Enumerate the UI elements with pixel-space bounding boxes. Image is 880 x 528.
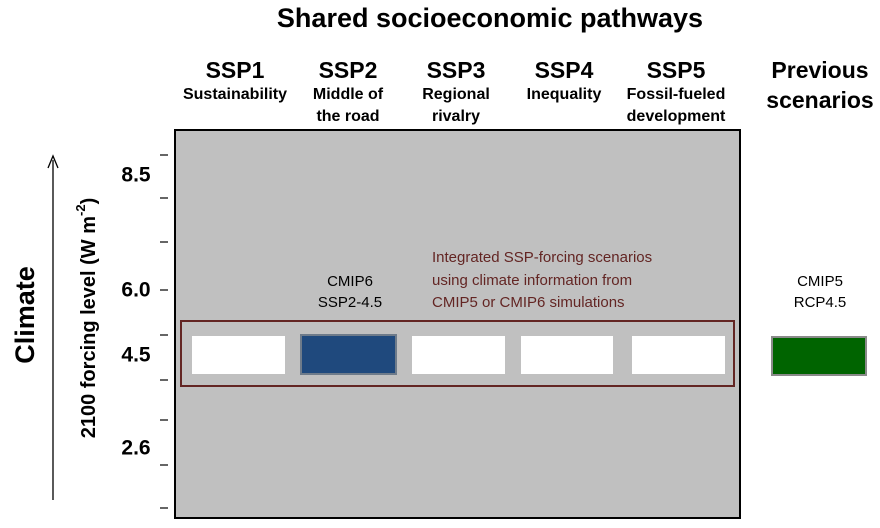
y-tick-label: 2.6 — [121, 437, 150, 460]
column-name: SSP1 — [206, 57, 265, 83]
column-name: SSP4 — [535, 57, 594, 83]
arrow — [47, 154, 59, 500]
annotation-line: CMIP5 or CMIP6 simulations — [432, 294, 625, 311]
y-ticks: 8.5 6.0 4.5 2.6 — [121, 164, 151, 460]
y-tick-label: 6.0 — [121, 279, 150, 302]
column-subtitle: Middle of — [313, 86, 384, 103]
y-axis-title-sup: -2 — [73, 204, 88, 216]
side-label: Climate — [10, 266, 40, 364]
previous-label: CMIP5 — [797, 273, 843, 290]
y-axis-title-end: ) — [78, 198, 100, 205]
scenario-cell — [632, 336, 725, 374]
scenario-group — [180, 320, 735, 387]
scenario-cell-highlight — [300, 334, 397, 375]
column-name: SSP3 — [427, 57, 486, 83]
column-subtitle: Sustainability — [183, 86, 287, 103]
highlight-label: CMIP6 SSP2-4.5 CMIP5 RCP4.5 — [318, 273, 846, 311]
column-subtitle: development — [627, 108, 726, 125]
y-axis-title: 2100 forcing level (W m-2) — [73, 198, 100, 439]
column-headers: SSP1 Sustainability SSP2 Middle of the r… — [183, 57, 874, 125]
column-subtitle: Inequality — [527, 86, 602, 103]
previous-cell — [771, 336, 867, 376]
previous-name: scenarios — [766, 87, 873, 113]
highlight-line: CMIP6 — [327, 273, 373, 290]
matrix-panel — [174, 129, 741, 519]
y-tick-label: 4.5 — [121, 344, 151, 367]
previous-name: Previous — [771, 57, 868, 83]
axis-ticks — [160, 154, 168, 509]
column-subtitle: the road — [316, 108, 379, 125]
column-subtitle: Regional — [422, 86, 490, 103]
y-axis-title-text: 2100 forcing level (W m — [78, 216, 100, 438]
highlight-line: SSP2-4.5 — [318, 294, 382, 311]
scenario-cell — [412, 336, 505, 374]
column-name: SSP5 — [647, 57, 706, 83]
y-tick-label: 8.5 — [121, 164, 151, 187]
scenario-cell — [192, 336, 285, 374]
column-name: SSP2 — [319, 57, 378, 83]
annotation-line: using climate information from — [432, 272, 632, 289]
previous-label: RCP4.5 — [794, 294, 847, 311]
column-subtitle: rivalry — [432, 108, 480, 125]
scenario-cell — [521, 336, 613, 374]
annotation-line: Integrated SSP-forcing scenarios — [432, 249, 652, 266]
annotation: Integrated SSP-forcing scenarios using c… — [432, 249, 652, 311]
title: Shared socioeconomic pathways — [277, 3, 703, 33]
column-subtitle: Fossil-fueled — [627, 86, 726, 103]
